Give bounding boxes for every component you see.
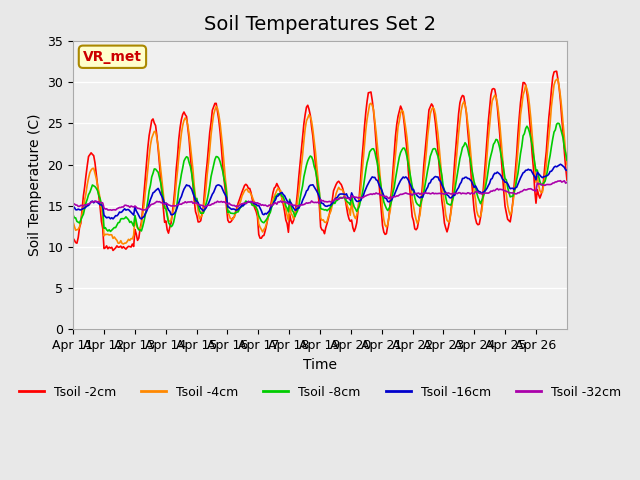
Tsoil -2cm — [553, 68, 561, 74]
Line: Tsoil -8cm: Tsoil -8cm — [73, 123, 567, 231]
Tsoil -16cm — [557, 161, 564, 167]
Tsoil -2cm — [496, 133, 504, 139]
Line: Tsoil -32cm: Tsoil -32cm — [73, 180, 567, 210]
Tsoil -16cm — [102, 214, 109, 219]
Line: Tsoil -4cm: Tsoil -4cm — [73, 79, 567, 244]
Legend: Tsoil -2cm, Tsoil -4cm, Tsoil -8cm, Tsoil -16cm, Tsoil -32cm: Tsoil -2cm, Tsoil -4cm, Tsoil -8cm, Tsoi… — [14, 381, 626, 404]
Tsoil -2cm — [563, 177, 571, 183]
Tsoil -8cm — [86, 190, 93, 195]
Tsoil -16cm — [563, 168, 571, 173]
Tsoil -4cm — [102, 231, 109, 237]
Tsoil -8cm — [562, 150, 570, 156]
Tsoil -4cm — [562, 150, 570, 156]
Tsoil -8cm — [69, 212, 77, 218]
Tsoil -4cm — [563, 162, 571, 168]
Tsoil -32cm — [108, 207, 116, 213]
Tsoil -32cm — [86, 201, 93, 206]
Tsoil -8cm — [563, 157, 571, 163]
Y-axis label: Soil Temperature (C): Soil Temperature (C) — [28, 114, 42, 256]
Tsoil -2cm — [324, 216, 332, 221]
Tsoil -4cm — [86, 170, 93, 176]
Tsoil -32cm — [557, 178, 564, 183]
Tsoil -2cm — [102, 245, 109, 251]
Tsoil -32cm — [69, 201, 77, 207]
Tsoil -8cm — [422, 175, 430, 180]
Tsoil -32cm — [324, 199, 332, 204]
X-axis label: Time: Time — [303, 358, 337, 372]
Title: Soil Temperatures Set 2: Soil Temperatures Set 2 — [204, 15, 436, 34]
Tsoil -4cm — [496, 122, 504, 128]
Line: Tsoil -2cm: Tsoil -2cm — [73, 71, 567, 251]
Tsoil -16cm — [86, 201, 93, 206]
Tsoil -32cm — [422, 190, 430, 196]
Tsoil -4cm — [554, 76, 562, 82]
Tsoil -16cm — [422, 186, 430, 192]
Tsoil -2cm — [69, 235, 77, 241]
Tsoil -16cm — [138, 216, 145, 222]
Tsoil -4cm — [120, 241, 127, 247]
Tsoil -8cm — [102, 225, 109, 230]
Tsoil -16cm — [69, 204, 77, 209]
Tsoil -32cm — [563, 180, 571, 185]
Tsoil -2cm — [109, 248, 117, 253]
Tsoil -8cm — [554, 120, 562, 126]
Tsoil -4cm — [422, 149, 430, 155]
Tsoil -32cm — [562, 180, 570, 186]
Tsoil -4cm — [324, 214, 332, 219]
Text: VR_met: VR_met — [83, 50, 142, 64]
Tsoil -8cm — [107, 228, 115, 234]
Tsoil -2cm — [562, 165, 570, 170]
Tsoil -32cm — [496, 186, 504, 192]
Tsoil -16cm — [324, 203, 332, 208]
Tsoil -4cm — [69, 219, 77, 225]
Tsoil -8cm — [324, 206, 332, 212]
Tsoil -16cm — [496, 171, 504, 177]
Tsoil -16cm — [562, 167, 570, 173]
Tsoil -2cm — [422, 133, 430, 139]
Tsoil -32cm — [102, 206, 109, 212]
Tsoil -2cm — [86, 152, 93, 157]
Line: Tsoil -16cm: Tsoil -16cm — [73, 164, 567, 219]
Tsoil -8cm — [496, 146, 504, 152]
